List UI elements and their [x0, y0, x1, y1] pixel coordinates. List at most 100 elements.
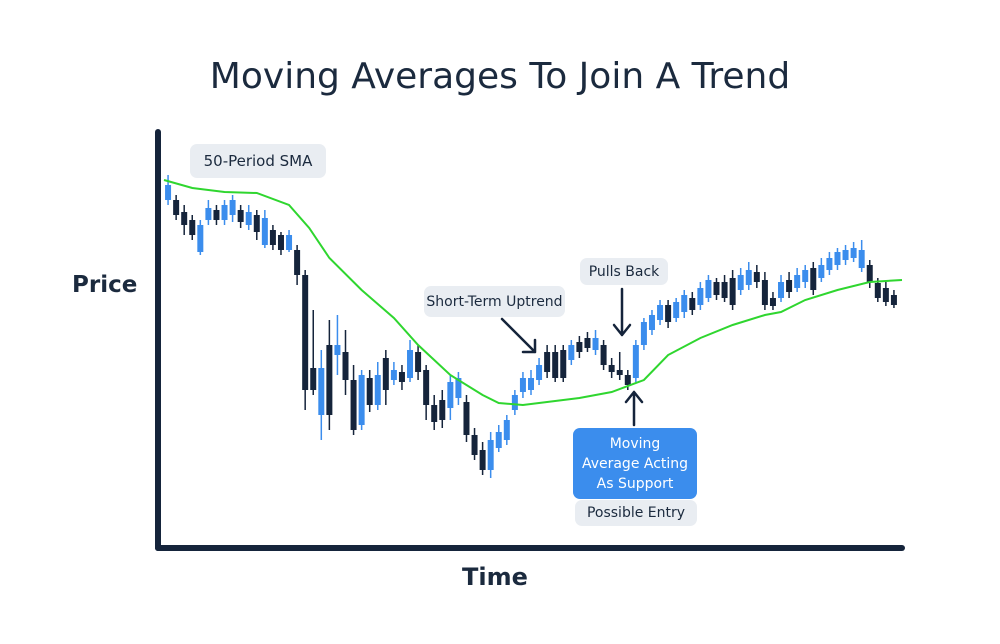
- candle-body: [592, 338, 599, 350]
- candle-body: [253, 215, 260, 232]
- candle-body: [326, 345, 333, 415]
- plot: [163, 175, 903, 478]
- candle-body: [737, 275, 744, 290]
- candle-body: [269, 230, 276, 245]
- candle-body: [608, 365, 615, 372]
- x-axis-label: Time: [462, 563, 528, 591]
- candle-body: [810, 268, 817, 290]
- candle-body: [503, 420, 510, 440]
- candle-body: [173, 200, 180, 215]
- y-axis-label: Price: [72, 272, 138, 298]
- candle-body: [261, 218, 268, 245]
- candle-body: [560, 350, 567, 378]
- candle-body: [237, 210, 244, 222]
- candle-body: [455, 378, 462, 398]
- candle-body: [616, 370, 623, 375]
- candle-body: [350, 380, 357, 430]
- candle-body: [205, 208, 212, 220]
- candle-body: [648, 315, 655, 330]
- candle-body: [471, 435, 478, 455]
- candle-body: [528, 378, 534, 390]
- annotation: Pulls Back: [580, 258, 668, 285]
- candle-body: [229, 200, 236, 215]
- candle-body: [221, 205, 228, 220]
- candle-body: [197, 225, 204, 252]
- candle-body: [294, 250, 301, 275]
- candle-body: [213, 210, 220, 220]
- candle-body: [850, 248, 857, 258]
- candle-body: [834, 252, 841, 265]
- candle-body: [681, 295, 688, 312]
- candle-body: [769, 298, 776, 306]
- candle-body: [689, 298, 696, 310]
- candle-body: [423, 370, 430, 405]
- candle-body: [576, 342, 583, 352]
- title: Moving Averages To Join A Trend: [209, 56, 791, 97]
- candle-body: [584, 338, 591, 348]
- candle-body: [624, 375, 631, 385]
- candle-body: [697, 288, 704, 305]
- candle-body: [882, 288, 889, 302]
- candle-body: [568, 345, 575, 360]
- candle-body: [374, 375, 381, 405]
- candle-body: [439, 400, 446, 420]
- arrow: [624, 390, 644, 427]
- arrows: [500, 287, 644, 427]
- candle-body: [382, 358, 389, 390]
- candle-body: [552, 352, 559, 378]
- candle-body: [632, 345, 639, 378]
- candle-body: [310, 368, 317, 390]
- candle-body: [487, 440, 494, 470]
- candle-body: [600, 345, 607, 365]
- candle-body: [431, 405, 438, 422]
- candle-body: [842, 250, 849, 260]
- candle-body: [826, 258, 833, 270]
- candle-body: [245, 212, 252, 225]
- candle-body: [673, 302, 680, 318]
- candle-body: [415, 352, 422, 372]
- candle-body: [802, 270, 809, 282]
- sma-line: [163, 179, 903, 407]
- annotation: 50-Period SMA: [190, 144, 326, 178]
- arrow: [612, 287, 632, 337]
- candle-body: [818, 265, 825, 278]
- candle-body: [745, 270, 752, 285]
- candle-body: [713, 282, 720, 295]
- candle-body: [705, 280, 712, 298]
- annotation: Moving Average Acting As Support: [573, 428, 697, 499]
- candle-body: [181, 212, 188, 225]
- candle-body: [407, 350, 414, 378]
- candle-body: [511, 395, 518, 410]
- candle-body: [536, 365, 543, 380]
- candle-body: [721, 282, 728, 298]
- candle-body: [874, 283, 881, 298]
- candle-body: [277, 235, 284, 250]
- candle-body: [657, 305, 664, 320]
- candle-body: [165, 185, 172, 200]
- candle-body: [778, 282, 785, 298]
- candle-body: [398, 372, 405, 382]
- candle-body: [640, 322, 647, 345]
- candle-body: [390, 370, 397, 380]
- candle-body: [753, 272, 760, 282]
- candle-body: [302, 275, 309, 390]
- annotation: Short-Term Uptrend: [424, 286, 565, 317]
- candle-body: [786, 280, 793, 292]
- candle-body: [794, 275, 801, 288]
- candle-body: [366, 378, 373, 405]
- candle-body: [890, 295, 897, 305]
- candle-body: [334, 345, 341, 355]
- candle-body: [519, 378, 526, 392]
- candle-body: [447, 382, 454, 408]
- candle-body: [495, 432, 502, 448]
- candle-body: [866, 265, 873, 282]
- candle-body: [463, 402, 470, 435]
- candle-body: [544, 352, 551, 372]
- candle-body: [761, 280, 768, 305]
- candle-body: [318, 368, 325, 415]
- candle-body: [342, 352, 349, 380]
- candle-body: [665, 305, 672, 322]
- annotation: Possible Entry: [575, 500, 697, 526]
- candle-body: [479, 450, 486, 470]
